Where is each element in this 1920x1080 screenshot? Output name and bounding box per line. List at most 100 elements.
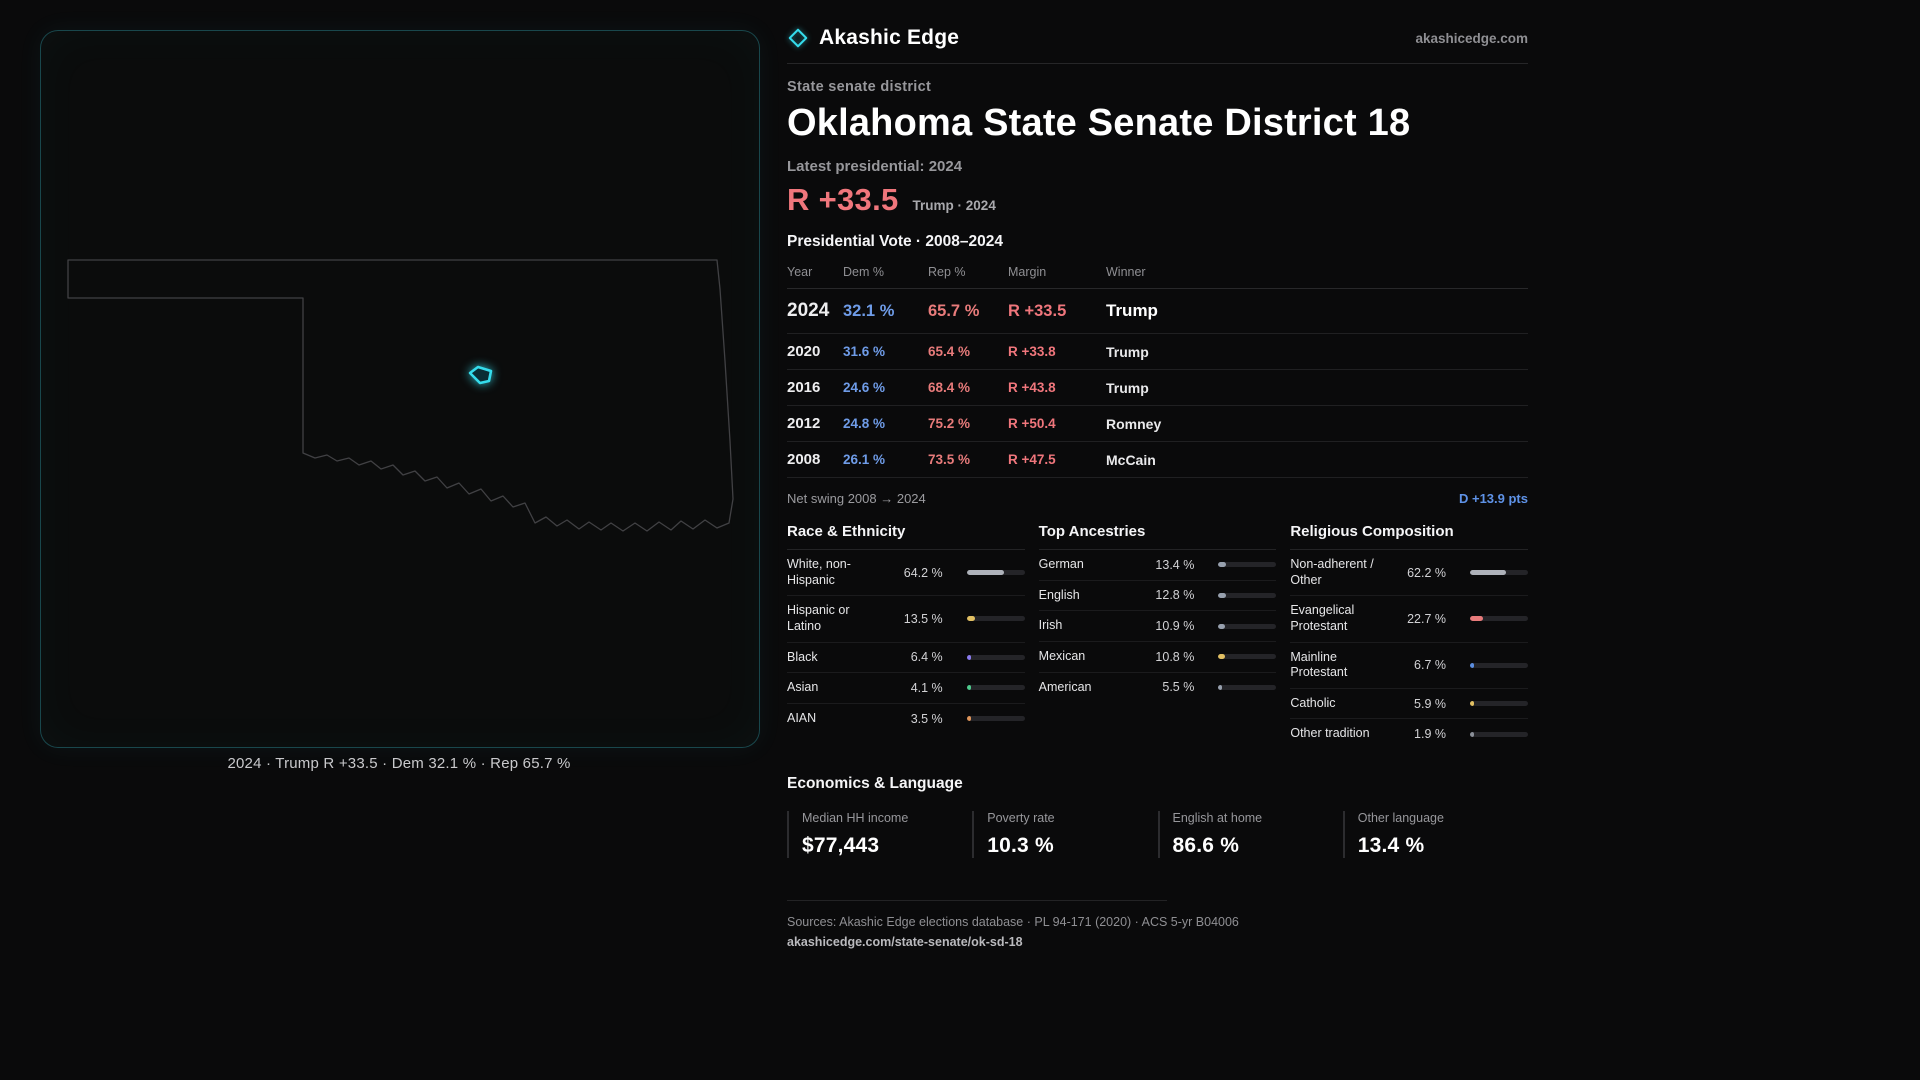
state-outline [67,259,734,532]
demographic-bar [966,654,1025,660]
net-swing-row: Net swing 2008 → 2024 D +13.9 pts [787,491,1528,506]
demographic-label: Hispanic or Latino [787,603,850,633]
vote-winner: McCain [1106,441,1528,478]
demographic-label: Asian [787,680,819,695]
presidential-vote-table: Year Dem % Rep % Margin Winner 2024 32.1 % 65.… [787,258,1528,478]
demographic-label: Mainline Protestant [1290,649,1348,680]
vote-margin: R +33.5 [1008,288,1106,334]
diamond-logo-icon [787,27,809,49]
demographic-bar [1470,616,1529,622]
demographic-row: German 13.4 % [1038,550,1277,581]
demographic-label: Mexican [1038,648,1086,663]
demographic-bar [966,570,1025,576]
vote-rep: 73.5 % [928,441,1008,478]
vote-dem: 24.8 % [843,405,928,442]
oklahoma-map [67,259,734,532]
sources-text: Sources: Akashic Edge elections database… [787,915,1239,929]
vote-rep: 65.7 % [928,288,1008,334]
economic-stat: Other language 13.4 % [1342,811,1528,858]
economics-section-title: Economics & Language [787,775,963,792]
brand-site-link[interactable]: akashicedge.com [1415,30,1528,46]
demographic-row: Non-adherent / Other 62.2 % [1290,550,1529,597]
economics-stats-row: Median HH income $77,443 Poverty rate 10.3 … [787,811,1528,858]
vote-dem: 31.6 % [843,333,928,370]
net-swing-label: Net swing 2008 → 2024 [787,491,926,506]
vote-row: 2008 26.1 % 73.5 % R +47.5 McCain [787,441,1528,478]
vote-margin: R +47.5 [1008,441,1106,478]
demographic-value: 12.8 % [1155,588,1195,603]
economic-stat: Median HH income $77,443 [787,811,972,858]
vote-column-header: Year [787,258,843,289]
latest-presidential-label: Latest presidential: 2024 [787,158,963,175]
demographic-row: Hispanic or Latino 13.5 % [787,596,1025,643]
permalink[interactable]: akashicedge.com/state-senate/ok-sd-18 [787,935,1023,949]
district-map-panel [40,30,760,748]
stat-value: 86.6 % [1172,834,1240,857]
demographic-bar [1470,731,1529,737]
vote-row: 2020 31.6 % 65.4 % R +33.8 Trump [787,333,1528,370]
demographic-row: Mainline Protestant 6.7 % [1290,643,1529,689]
demographic-bar [1218,654,1277,660]
demographic-row: Irish 10.9 % [1038,611,1277,642]
demographic-value: 4.1 % [910,680,943,695]
stat-label: English at home [1172,811,1263,825]
stat-value: 13.4 % [1357,834,1425,857]
vote-dem: 24.6 % [843,369,928,406]
net-swing-value: D +13.9 pts [1458,491,1528,506]
demographic-row: Black 6.4 % [787,643,1025,674]
demographic-bar [1470,662,1529,668]
brand-name: Akashic Edge [819,26,960,49]
headline-margin-note: Trump · 2024 [912,198,996,213]
demographic-row: AIAN 3.5 % [787,704,1025,734]
demographic-value: 5.5 % [1162,680,1195,695]
demographic-label: Non-adherent / Other [1290,557,1374,587]
vote-dem: 32.1 % [843,288,928,334]
vote-winner: Romney [1106,405,1528,442]
footer-divider [787,900,1167,901]
demographic-value: 5.9 % [1414,696,1447,711]
demographic-row: Evangelical Protestant 22.7 % [1290,596,1529,643]
vote-winner: Trump [1106,288,1528,334]
vote-year: 2020 [787,333,843,370]
vote-section-title: Presidential Vote · 2008–2024 [787,233,1003,250]
vote-rep: 65.4 % [928,333,1008,370]
demographic-value: 6.4 % [910,650,943,665]
demographic-value: 1.9 % [1414,727,1447,742]
demographic-value: 62.2 % [1407,565,1447,580]
vote-row: 2024 32.1 % 65.7 % R +33.5 Trump [787,288,1528,334]
demographic-label: American [1038,679,1092,694]
demographic-bar [1470,701,1529,707]
demographic-label: Irish [1038,618,1063,633]
stat-label: Other language [1357,811,1444,825]
headline-margin-value: R +33.5 [787,182,899,217]
economic-stat: English at home 86.6 % [1157,811,1343,858]
demographic-label: Black [787,649,818,664]
demographic-value: 22.7 % [1407,611,1447,626]
demographic-value: 13.5 % [903,611,943,626]
vote-column-header: Dem % [843,258,928,289]
stat-value: 10.3 % [987,834,1054,857]
demographic-group-title: Top Ancestries [1038,523,1277,550]
stat-value: $77,443 [802,834,880,857]
demographic-value: 3.5 % [910,711,943,726]
district-kicker: State senate district [787,79,932,95]
vote-rep: 75.2 % [928,405,1008,442]
demographics-grid: Race & Ethnicity White, non-Hispanic 64.2 … [787,523,1529,749]
demographic-group-title: Race & Ethnicity [787,523,1025,550]
demographic-bar [1218,592,1277,598]
demographic-value: 10.8 % [1155,649,1195,664]
demographic-group-title: Religious Composition [1290,523,1529,550]
demographic-bar [1218,623,1277,629]
vote-column-header: Margin [1008,258,1106,289]
stats-column: Akashic Edge akashicedge.com State senat… [787,26,1529,951]
demographic-label: Evangelical Protestant [1290,603,1355,633]
brand-header: Akashic Edge akashicedge.com [787,26,1528,64]
vote-table-header-row: Year Dem % Rep % Margin Winner [787,258,1528,289]
economic-stat: Poverty rate 10.3 % [972,811,1157,858]
demographic-group: Race & Ethnicity White, non-Hispanic 64.2 … [787,523,1025,749]
demographic-row: Catholic 5.9 % [1290,689,1529,720]
vote-year: 2008 [787,441,843,478]
vote-rep: 68.4 % [928,369,1008,406]
demographic-bar [966,685,1025,691]
demographic-row: American 5.5 % [1039,673,1277,703]
